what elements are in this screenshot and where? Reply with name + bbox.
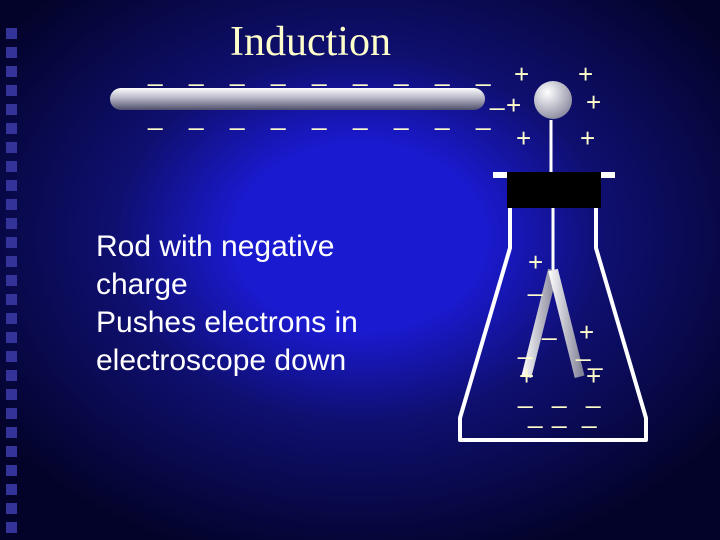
minus-charge-icon: _ bbox=[542, 316, 556, 336]
plus-charge-icon: + bbox=[516, 128, 531, 148]
slide-stage: InductionRod with negativechargePushes e… bbox=[0, 0, 720, 540]
electroscope-ball bbox=[534, 81, 572, 119]
minus-charge-icon: _ bbox=[312, 106, 326, 126]
plus-charge-icon: + bbox=[578, 64, 593, 84]
minus-charge-icon: _ bbox=[271, 62, 285, 82]
electroscope-stopper bbox=[507, 172, 601, 208]
plus-charge-icon: + bbox=[586, 92, 601, 112]
plus-charge-icon: + bbox=[580, 128, 595, 148]
minus-charge-icon: _ bbox=[435, 106, 449, 126]
minus-charge-icon: _ bbox=[230, 62, 244, 82]
minus-charge-icon: _ bbox=[435, 62, 449, 82]
minus-charge-icon: _ bbox=[230, 106, 244, 126]
minus-charge-icon: _ bbox=[490, 86, 504, 106]
flask-lip bbox=[493, 172, 507, 178]
minus-charge-icon: _ bbox=[148, 62, 162, 82]
minus-charge-icon: _ bbox=[582, 404, 596, 424]
minus-charge-icon: _ bbox=[189, 62, 203, 82]
minus-charge-icon: _ bbox=[394, 62, 408, 82]
minus-charge-icon: _ bbox=[312, 62, 326, 82]
minus-charge-icon: _ bbox=[189, 106, 203, 126]
plus-charge-icon: + bbox=[506, 95, 521, 115]
minus-charge-icon: _ bbox=[528, 272, 542, 292]
minus-charge-icon: _ bbox=[271, 106, 285, 126]
minus-charge-icon: _ bbox=[588, 346, 602, 366]
minus-charge-icon: _ bbox=[476, 106, 490, 126]
minus-charge-icon: _ bbox=[552, 404, 566, 424]
minus-charge-icon: _ bbox=[528, 404, 542, 424]
minus-charge-icon: _ bbox=[394, 106, 408, 126]
minus-charge-icon: _ bbox=[518, 335, 532, 355]
flask-lip bbox=[601, 172, 615, 178]
minus-charge-icon: _ bbox=[353, 62, 367, 82]
minus-charge-icon: _ bbox=[148, 106, 162, 126]
minus-charge-icon: _ bbox=[476, 62, 490, 82]
minus-charge-icon: _ bbox=[353, 106, 367, 126]
plus-charge-icon: + bbox=[514, 64, 529, 84]
charged-rod bbox=[110, 88, 485, 110]
